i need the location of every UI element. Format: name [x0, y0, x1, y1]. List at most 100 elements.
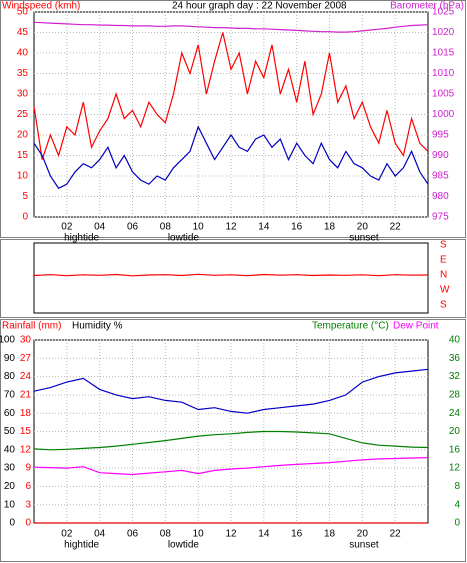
y3-tick-label: 21 [20, 390, 32, 401]
annotation: hightide [64, 233, 99, 244]
annotation: lowtide [168, 540, 200, 551]
x-tick-label: 08 [160, 222, 172, 233]
y-tick-label: W [440, 285, 450, 296]
x-tick-label: 06 [127, 529, 139, 540]
y3-tick-label: 0 [25, 518, 31, 529]
y2-tick-label: 990 [432, 150, 449, 161]
annotation: lowtide [168, 233, 200, 244]
x-tick-label: 04 [94, 529, 106, 540]
chart-title: 24 hour graph day : 22 November 2008 [172, 1, 347, 12]
y-tick-label: 35 [17, 68, 29, 79]
y3-tick-label: 18 [20, 408, 32, 419]
series-line [33, 457, 429, 476]
series-line [33, 273, 429, 277]
y-tick-label: 20 [4, 481, 16, 492]
y-tick-label: S [440, 300, 447, 311]
y-tick-label: N [440, 270, 447, 281]
y-tick-label: 25 [17, 109, 29, 120]
y3-tick-label: 9 [25, 463, 31, 474]
y-tick-label: 45 [17, 27, 29, 38]
legend-label: Rainfall (mm) [2, 321, 61, 332]
y-tick-label: 10 [17, 171, 29, 182]
annotation: hightide [64, 540, 99, 551]
x-tick-label: 22 [390, 529, 402, 540]
y-tick-label: E [440, 255, 447, 266]
y-tick-label: 30 [4, 463, 16, 474]
annotation: sunset [349, 540, 379, 551]
annotation: sunset [349, 233, 379, 244]
y2-tick-label: 40 [449, 335, 461, 346]
legend-label: Humidity % [72, 321, 123, 332]
panel-frame [0, 239, 466, 318]
x-tick-label: 18 [324, 529, 336, 540]
y-tick-label: 90 [4, 353, 16, 364]
y-tick-label: 40 [4, 444, 16, 455]
x-tick-label: 20 [357, 529, 369, 540]
series-line [33, 32, 429, 160]
x-tick-label: 08 [160, 529, 172, 540]
series-line [33, 368, 429, 414]
y-tick-label: 5 [22, 191, 28, 202]
y2-tick-label: 1025 [432, 7, 455, 18]
y2-tick-label: 28 [449, 390, 461, 401]
y-tick-label: 80 [4, 371, 16, 382]
y2-tick-label: 16 [449, 444, 461, 455]
x-tick-label: 16 [291, 222, 303, 233]
y3-tick-label: 24 [20, 371, 32, 382]
y2-tick-label: 980 [432, 191, 449, 202]
y3-tick-label: 6 [25, 481, 31, 492]
y2-tick-label: 4 [454, 499, 460, 510]
y3-tick-label: 15 [20, 426, 32, 437]
x-tick-label: 12 [225, 222, 237, 233]
panel-frame [0, 0, 466, 238]
y-tick-label: 30 [17, 89, 29, 100]
y2-tick-label: 1020 [432, 27, 455, 38]
x-tick-label: 04 [94, 222, 106, 233]
y2-tick-label: 985 [432, 171, 449, 182]
x-tick-label: 12 [225, 529, 237, 540]
y3-tick-label: 30 [20, 335, 32, 346]
y2-tick-label: 1015 [432, 48, 455, 59]
y3-tick-label: 12 [20, 444, 32, 455]
y-tick-label: 15 [17, 150, 29, 161]
x-tick-label: 20 [357, 222, 369, 233]
x-tick-label: 10 [193, 529, 205, 540]
series-line [33, 430, 429, 451]
y-tick-label: 50 [4, 426, 16, 437]
y-tick-label: 20 [17, 130, 29, 141]
x-tick-label: 22 [390, 222, 402, 233]
x-tick-label: 06 [127, 222, 139, 233]
y-tick-label: 50 [17, 7, 29, 18]
plot-frame [33, 242, 429, 314]
y-tick-label: 70 [4, 390, 16, 401]
x-tick-label: 16 [291, 529, 303, 540]
legend-label: Temperature (°C) [312, 321, 389, 332]
y-tick-label: 100 [0, 335, 15, 346]
y2-tick-label: 20 [449, 426, 461, 437]
y2-tick-label: 1005 [432, 89, 455, 100]
y3-tick-label: 27 [20, 353, 32, 364]
legend-label: Dew Point [393, 321, 439, 332]
y2-tick-label: 975 [432, 212, 449, 223]
y3-tick-label: 3 [25, 499, 31, 510]
y2-tick-label: 8 [454, 481, 460, 492]
panel-frame [0, 319, 466, 562]
y2-tick-label: 0 [454, 518, 460, 529]
x-tick-label: 14 [258, 529, 270, 540]
y2-tick-label: 24 [449, 408, 461, 419]
x-tick-label: 18 [324, 222, 336, 233]
legend-label: Barometer (hPa) [390, 1, 464, 12]
x-tick-label: 02 [61, 529, 73, 540]
y-tick-label: 40 [17, 48, 29, 59]
y2-tick-label: 1000 [432, 109, 455, 120]
y2-tick-label: 36 [449, 353, 461, 364]
x-tick-label: 14 [258, 222, 270, 233]
y-tick-label: 0 [22, 212, 28, 223]
x-tick-label: 10 [193, 222, 205, 233]
x-tick-label: 02 [61, 222, 73, 233]
y2-tick-label: 12 [449, 463, 461, 474]
y-tick-label: S [440, 240, 447, 251]
y-tick-label: 0 [9, 518, 15, 529]
y2-tick-label: 995 [432, 130, 449, 141]
series-line [33, 21, 429, 33]
